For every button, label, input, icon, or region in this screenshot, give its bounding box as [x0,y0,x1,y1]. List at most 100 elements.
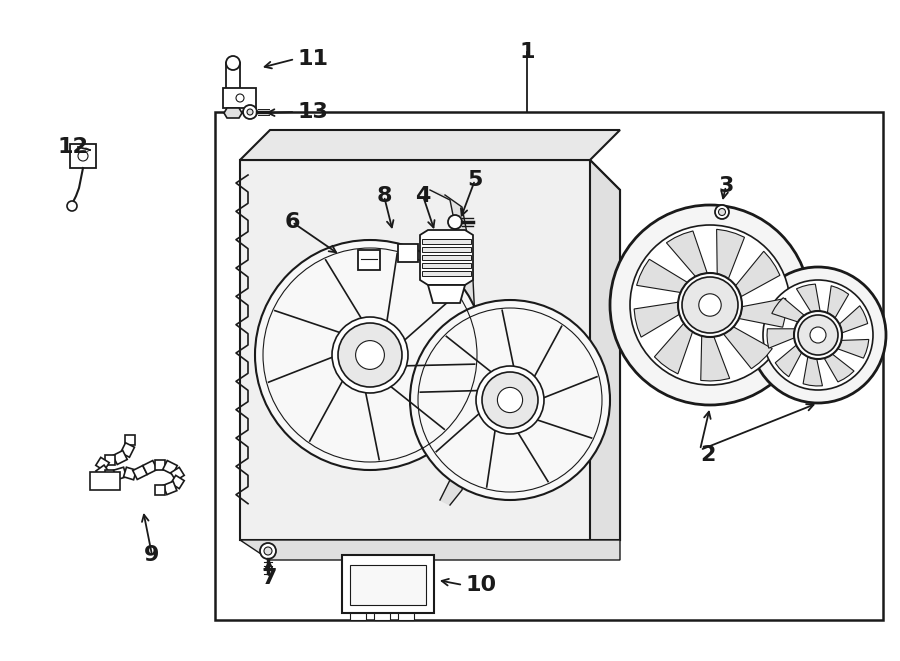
Circle shape [498,387,523,412]
Text: 1: 1 [519,42,535,62]
Text: 4: 4 [415,186,431,206]
Circle shape [794,311,842,359]
Text: 9: 9 [144,545,159,565]
Polygon shape [163,481,177,494]
Polygon shape [838,340,868,358]
Polygon shape [96,465,109,478]
Polygon shape [240,160,620,540]
Circle shape [78,151,88,161]
Polygon shape [105,455,115,465]
Circle shape [763,280,873,390]
Polygon shape [767,329,795,348]
Circle shape [630,225,790,385]
Polygon shape [125,435,135,445]
Text: 3: 3 [718,176,734,196]
Polygon shape [666,231,707,276]
Circle shape [247,109,253,115]
Bar [374,613,390,620]
Circle shape [67,201,77,211]
Polygon shape [724,327,772,369]
Polygon shape [123,467,137,480]
Bar [350,613,366,620]
Circle shape [243,105,257,119]
Circle shape [682,277,738,333]
Circle shape [482,372,538,428]
Circle shape [718,208,725,215]
Text: 5: 5 [467,170,482,190]
Polygon shape [95,457,109,471]
Text: 13: 13 [297,102,328,122]
Bar [398,244,418,262]
Polygon shape [422,271,471,276]
Polygon shape [827,286,849,318]
Circle shape [264,547,272,555]
Polygon shape [634,302,680,337]
Polygon shape [735,251,780,297]
Circle shape [448,215,462,229]
Polygon shape [420,230,473,285]
Circle shape [260,543,276,559]
Circle shape [610,205,810,405]
Circle shape [715,205,729,219]
Circle shape [798,315,838,355]
Text: 12: 12 [58,137,89,157]
Polygon shape [636,259,688,293]
Polygon shape [240,540,620,560]
Polygon shape [422,255,471,260]
Polygon shape [223,88,256,108]
Circle shape [476,366,544,434]
Circle shape [698,293,721,316]
Circle shape [750,267,886,403]
Polygon shape [105,470,115,480]
Polygon shape [422,239,471,244]
Circle shape [356,340,384,369]
Polygon shape [171,475,184,488]
Bar [398,613,414,620]
Circle shape [810,327,826,343]
Polygon shape [133,465,148,479]
Bar [358,250,380,270]
Polygon shape [772,297,805,322]
Text: 7: 7 [261,568,277,588]
Text: 2: 2 [700,445,716,465]
Polygon shape [226,63,240,98]
Polygon shape [428,285,465,303]
Circle shape [332,317,408,393]
Polygon shape [775,345,802,377]
Polygon shape [155,460,165,470]
Bar [70,144,96,168]
Polygon shape [701,336,730,381]
Circle shape [236,94,244,102]
Polygon shape [796,284,820,312]
Polygon shape [716,229,744,279]
Text: 11: 11 [297,49,328,69]
Text: 8: 8 [376,186,392,206]
Circle shape [226,56,240,70]
Polygon shape [224,108,242,118]
Polygon shape [654,323,693,374]
Text: 6: 6 [284,212,300,232]
Polygon shape [803,357,823,386]
Polygon shape [840,306,868,333]
Polygon shape [824,354,854,382]
Circle shape [255,240,485,470]
Polygon shape [143,461,157,475]
Polygon shape [739,298,786,327]
Polygon shape [121,443,134,457]
Circle shape [410,300,610,500]
Circle shape [678,273,742,337]
Bar [90,472,120,490]
Circle shape [338,323,402,387]
Text: 10: 10 [465,575,496,595]
Polygon shape [422,263,471,268]
Polygon shape [430,190,477,505]
Polygon shape [422,247,471,252]
Polygon shape [590,160,620,540]
Bar [350,565,426,605]
Polygon shape [112,451,127,465]
Polygon shape [240,130,620,160]
Polygon shape [163,461,177,475]
Bar [215,112,883,620]
Polygon shape [113,467,126,480]
Polygon shape [171,467,184,481]
